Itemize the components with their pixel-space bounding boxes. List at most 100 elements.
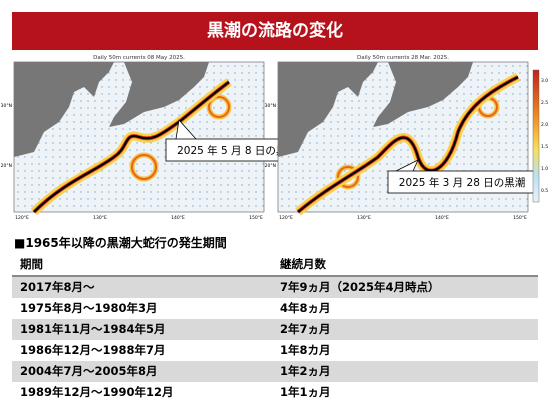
current-dot — [185, 177, 187, 179]
current-dot — [101, 156, 103, 158]
current-dot — [248, 128, 250, 130]
current-dot — [407, 198, 409, 200]
current-dot — [470, 156, 472, 158]
current-dot — [262, 107, 264, 109]
current-dot — [428, 205, 430, 207]
current-dot — [38, 170, 40, 172]
current-dot — [31, 163, 33, 165]
current-dot — [372, 114, 374, 116]
callout-text: 2025 年 3 月 28 日の黒潮 — [399, 176, 525, 189]
current-dot — [344, 205, 346, 207]
current-dot — [365, 86, 367, 88]
current-dot — [192, 177, 194, 179]
current-dot — [365, 79, 367, 81]
current-dot — [400, 163, 402, 165]
current-dot — [519, 135, 521, 137]
current-dot — [45, 149, 47, 151]
current-dot — [206, 128, 208, 130]
current-dot — [498, 79, 500, 81]
current-dot — [101, 184, 103, 186]
current-dot — [241, 184, 243, 186]
current-dot — [171, 135, 173, 137]
current-dot — [470, 142, 472, 144]
current-dot — [526, 107, 528, 109]
current-dot — [248, 163, 250, 165]
current-dot — [157, 128, 159, 130]
current-dot — [365, 156, 367, 158]
current-dot — [52, 156, 54, 158]
current-dot — [491, 163, 493, 165]
current-dot — [31, 177, 33, 179]
current-dot — [45, 177, 47, 179]
current-dot — [526, 135, 528, 137]
current-dot — [372, 135, 374, 137]
current-dot — [414, 114, 416, 116]
current-dot — [498, 135, 500, 137]
current-dot — [129, 79, 131, 81]
lat-label: 20°N — [1, 163, 12, 169]
current-dot — [150, 149, 152, 151]
current-dot — [66, 156, 68, 158]
table-row: 1981年11月～1984年5月 2年7ヵ月 — [12, 319, 538, 340]
current-dot — [316, 135, 318, 137]
current-dot — [150, 198, 152, 200]
current-dot — [435, 114, 437, 116]
current-dot — [526, 163, 528, 165]
current-dot — [115, 142, 117, 144]
current-dot — [101, 191, 103, 193]
current-dot — [136, 163, 138, 165]
current-dot — [470, 100, 472, 102]
current-dot — [505, 100, 507, 102]
current-dot — [157, 198, 159, 200]
current-dot — [199, 163, 201, 165]
current-dot — [330, 121, 332, 123]
current-dot — [80, 121, 82, 123]
table-title: ■1965年以降の黒潮大蛇行の発生期間 — [14, 236, 227, 250]
current-dot — [477, 93, 479, 95]
current-dot — [101, 135, 103, 137]
current-dot — [66, 205, 68, 207]
current-dot — [206, 163, 208, 165]
current-dot — [337, 135, 339, 137]
current-dot — [164, 149, 166, 151]
current-dot — [330, 142, 332, 144]
current-dot — [122, 86, 124, 88]
current-dot — [136, 149, 138, 151]
current-dot — [94, 205, 96, 207]
current-dot — [143, 170, 145, 172]
current-dot — [316, 156, 318, 158]
current-dot — [115, 177, 117, 179]
current-dot — [248, 86, 250, 88]
current-dot — [94, 191, 96, 193]
current-dot — [386, 184, 388, 186]
map: Daily 50m currents 08 May 2025. 30°N 20°N 1… — [1, 55, 309, 221]
current-dot — [358, 142, 360, 144]
current-dot — [101, 205, 103, 207]
current-dot — [309, 177, 311, 179]
current-dot — [435, 135, 437, 137]
current-dot — [365, 121, 367, 123]
current-dot — [87, 93, 89, 95]
current-dot — [281, 163, 283, 165]
table-row: 2017年8月～ 7年9ヵ月（2025年4月時点） — [12, 277, 538, 298]
current-dot — [330, 135, 332, 137]
current-dot — [484, 198, 486, 200]
current-dot — [386, 135, 388, 137]
current-dot — [255, 121, 257, 123]
current-dot — [248, 121, 250, 123]
current-dot — [456, 93, 458, 95]
colorbar — [532, 69, 540, 203]
current-dot — [122, 72, 124, 74]
table-cell: 1989年12月～1990年12月 — [20, 385, 174, 399]
current-dot — [87, 205, 89, 207]
current-dot — [157, 156, 159, 158]
current-dot — [379, 191, 381, 193]
current-dot — [498, 142, 500, 144]
current-dot — [428, 107, 430, 109]
current-dot — [393, 163, 395, 165]
current-dot — [94, 107, 96, 109]
current-dot — [323, 184, 325, 186]
current-dot — [505, 149, 507, 151]
current-dot — [323, 135, 325, 137]
current-dot — [129, 198, 131, 200]
